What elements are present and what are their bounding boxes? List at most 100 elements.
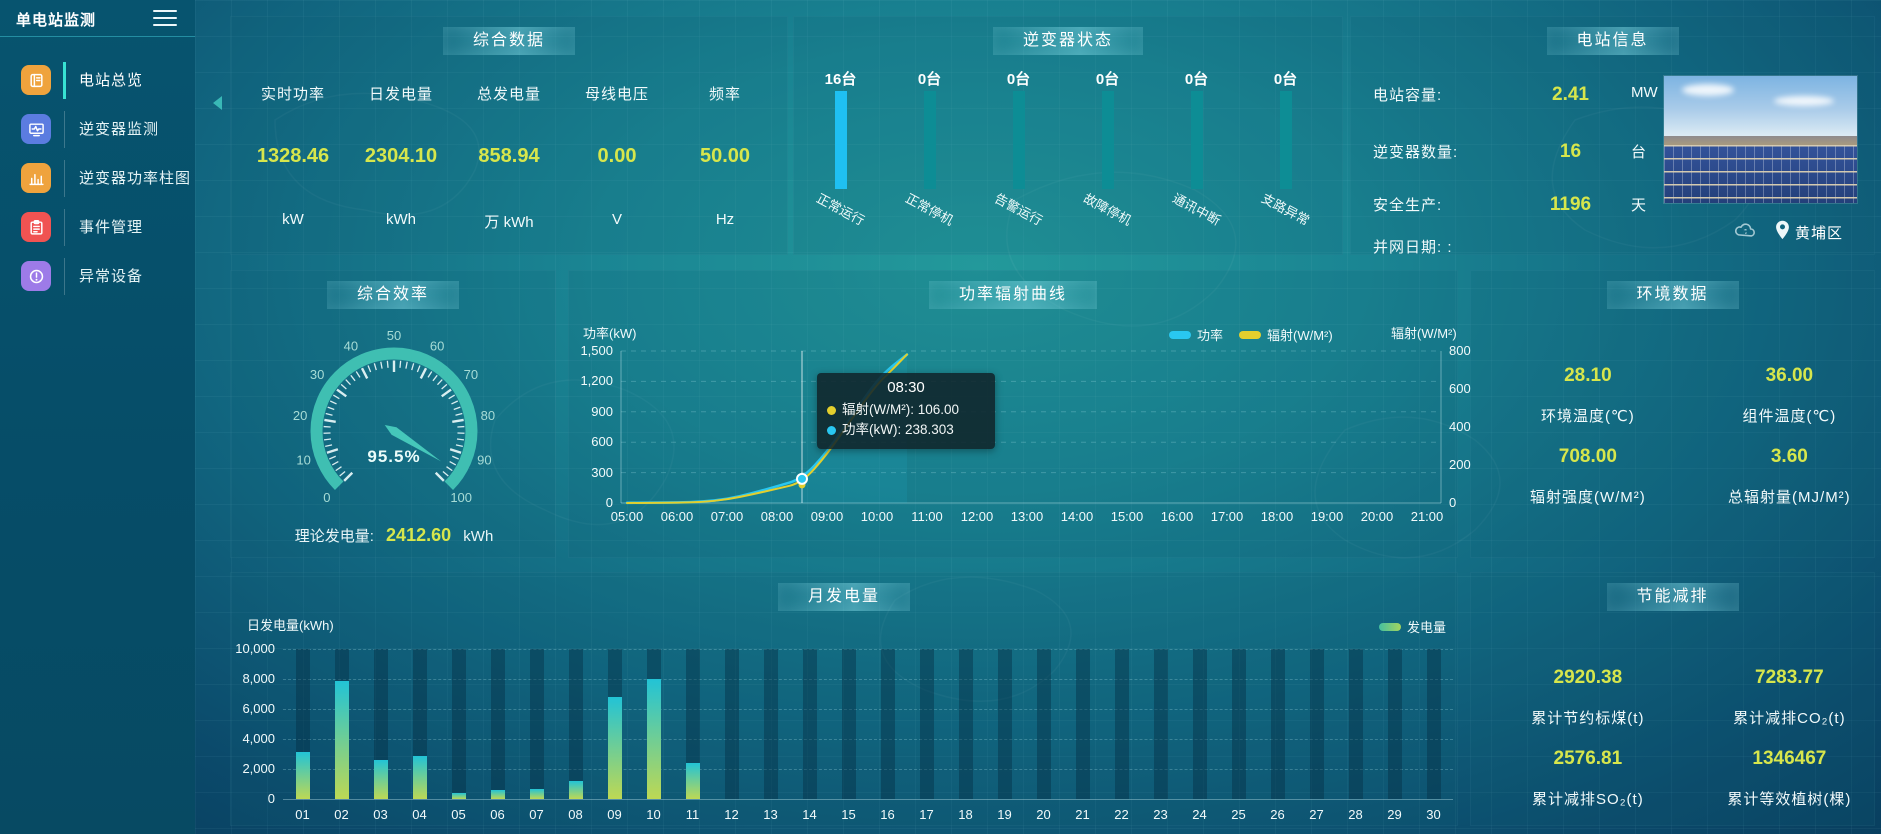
chart-tooltip: 08:30 辐射(W/M²): 106.00 功率(kW): 238.303: [817, 373, 995, 449]
panel-power-radiation-curve: 功率辐射曲线 功率(kW) 辐射(W/M²) 功率 辐射(W/M²) 05:00 0…: [568, 270, 1471, 559]
sidebar-item-3[interactable]: 逆变器功率柱图: [0, 154, 195, 203]
gauge-value-label: 95.5%: [367, 447, 421, 466]
bar-background: [919, 649, 934, 799]
svg-text:90: 90: [477, 452, 491, 467]
y-left-tick: 300: [591, 464, 613, 480]
inverter-status-chart[interactable]: 16台 正常运行 0台 正常停机 0台 告警运行 0台 故障停机 0台 通讯中断 0台 支路异常: [794, 17, 1342, 254]
sidebar-item-1[interactable]: 电站总览: [0, 56, 195, 105]
theory-generation-line: 理论发电量: 2412.60 kWh: [231, 525, 557, 546]
bar-background: [1348, 649, 1363, 799]
bar-background: [802, 649, 817, 799]
x-axis-tick: 12:00: [960, 509, 994, 524]
metric-label: 母线电压: [584, 86, 649, 103]
collapse-left-arrow-icon[interactable]: [213, 96, 222, 110]
curve-legend-item-2[interactable]: 辐射(W/M²): [1239, 325, 1333, 344]
hamburger-menu-icon[interactable]: [153, 10, 177, 27]
metric-unit: kWh: [386, 211, 416, 228]
panel-title: 功率辐射曲线: [928, 281, 1098, 309]
y-right-tick: 0: [1449, 495, 1457, 510]
tooltip-row-2: 功率(kW): 238.303: [827, 420, 985, 440]
x-axis-tick: 07:00: [710, 509, 744, 524]
generation-bar-03: [373, 760, 388, 799]
bar-background: [997, 649, 1012, 799]
power-radiation-chart-canvas[interactable]: [569, 271, 1459, 559]
metric-unit: 万 kWh: [484, 214, 534, 231]
monthly-x-label: 22: [1114, 807, 1129, 822]
metric-value: 50.00: [699, 145, 751, 167]
monthly-bar-chart[interactable]: [283, 649, 1453, 800]
sidebar-item-label: 逆变器监测: [79, 121, 160, 138]
monthly-x-label: 17: [919, 807, 934, 822]
monthly-x-label: 28: [1348, 807, 1363, 822]
x-axis-tick: 20:00: [1360, 509, 1394, 524]
panel-summary-data: 综合数据 实时功率 1328.46 kW 日发电量 2304.10 kWh 总发电量 858.…: [230, 16, 788, 255]
saving-item-label: 累计减排CO₂(t): [1733, 710, 1846, 727]
legend-label: 功率: [1197, 328, 1224, 343]
sidebar: 单电站监测 电站总览逆变器监测逆变器功率柱图事件管理异常设备: [0, 0, 195, 834]
y-right-tick: 800: [1449, 343, 1471, 358]
metric-value: 1328.46: [256, 145, 330, 167]
monthly-x-label: 27: [1309, 807, 1324, 822]
inverter-status-col-2: 0台 正常停机: [885, 17, 974, 256]
monthly-x-label: 13: [763, 807, 778, 822]
station-photo: [1664, 76, 1857, 203]
svg-text:70: 70: [464, 367, 478, 382]
svg-text:100: 100: [450, 490, 472, 505]
env-item-2: 36.00 组件温度(℃): [1705, 365, 1874, 426]
monthly-x-label: 15: [841, 807, 856, 822]
station-row-value: 16: [1559, 141, 1582, 162]
location-label[interactable]: 黄埔区: [1795, 225, 1844, 242]
metric-1: 实时功率 1328.46 kW: [239, 65, 347, 244]
bar-background: [1231, 649, 1246, 799]
tooltip-series-dot: [827, 425, 836, 435]
env-item-value: 708.00: [1558, 446, 1617, 467]
sidebar-item-4[interactable]: 事件管理: [0, 203, 195, 252]
panel-title: 综合效率: [326, 281, 460, 309]
photo-mountains: [1664, 135, 1857, 145]
tooltip-series-dot: [827, 405, 836, 415]
generation-bar-10: [646, 679, 661, 799]
sidebar-item-label: 事件管理: [79, 219, 144, 236]
efficiency-gauge[interactable]: 0 10 20 30 40 50 60 70 80 90 100: [231, 299, 557, 549]
monthly-legend[interactable]: 发电量: [1379, 617, 1446, 636]
monthly-y-tick: 2,000: [242, 761, 275, 776]
saving-item-4: 1346467 累计等效植树(棵): [1705, 748, 1874, 809]
svg-text:0: 0: [323, 490, 330, 505]
saving-item-label: 累计减排SO₂(t): [1532, 791, 1644, 808]
panel-inverter-status: 逆变器状态 16台 正常运行 0台 正常停机 0台 告警运行 0台 故障停机 0台 通讯中断 0台支…: [793, 16, 1343, 255]
metric-4: 母线电压 0.00 V: [563, 65, 671, 244]
metric-value: 0.00: [597, 145, 637, 167]
location-pin-icon: [1775, 220, 1790, 245]
item-divider: [64, 111, 65, 148]
svg-text:30: 30: [310, 367, 324, 382]
monthly-x-label: 08: [568, 807, 583, 822]
panel-title: 环境数据: [1606, 281, 1739, 309]
env-item-label: 组件温度(℃): [1742, 408, 1837, 425]
tooltip-time: 08:30: [887, 379, 925, 396]
monthly-x-label: 09: [607, 807, 622, 822]
inverter-monitor-icon: [21, 114, 51, 144]
tooltip-text: 功率(kW): 238.303: [842, 422, 954, 437]
app-title: 单电站监测: [16, 12, 97, 29]
monthly-x-label: 03: [373, 807, 388, 822]
curve-legend-item-1[interactable]: 功率: [1169, 325, 1223, 344]
station-row-unit: 台: [1631, 144, 1647, 161]
grid-line: [283, 739, 1453, 740]
monthly-x-label: 01: [295, 807, 310, 822]
env-item-value: 36.00: [1765, 365, 1814, 386]
monthly-y-tick: 10,000: [235, 641, 275, 656]
monthly-x-label: 21: [1075, 807, 1090, 822]
panel-energy-saving: 节能减排 2920.38 累计节约标煤(t) 7283.77 累计减排CO₂(t) 25…: [1470, 572, 1875, 826]
monthly-y-tick: 6,000: [242, 701, 275, 716]
sidebar-item-label: 电站总览: [79, 72, 144, 89]
metric-label: 实时功率: [260, 86, 325, 103]
x-axis-tick: 14:00: [1060, 509, 1094, 524]
weather-cloud-icon[interactable]: [1734, 221, 1758, 244]
bar-background: [1309, 649, 1324, 799]
monthly-axis-name: 日发电量(kWh): [247, 618, 334, 633]
env-item-3: 708.00 辐射强度(W/M²): [1471, 446, 1705, 507]
sidebar-item-2[interactable]: 逆变器监测: [0, 105, 195, 154]
panel-environment-data: 环境数据 28.10 环境温度(℃) 36.00 组件温度(℃) 708.00 辐射强度(…: [1470, 270, 1875, 558]
bar-background: [958, 649, 973, 799]
sidebar-item-5[interactable]: 异常设备: [0, 252, 195, 301]
